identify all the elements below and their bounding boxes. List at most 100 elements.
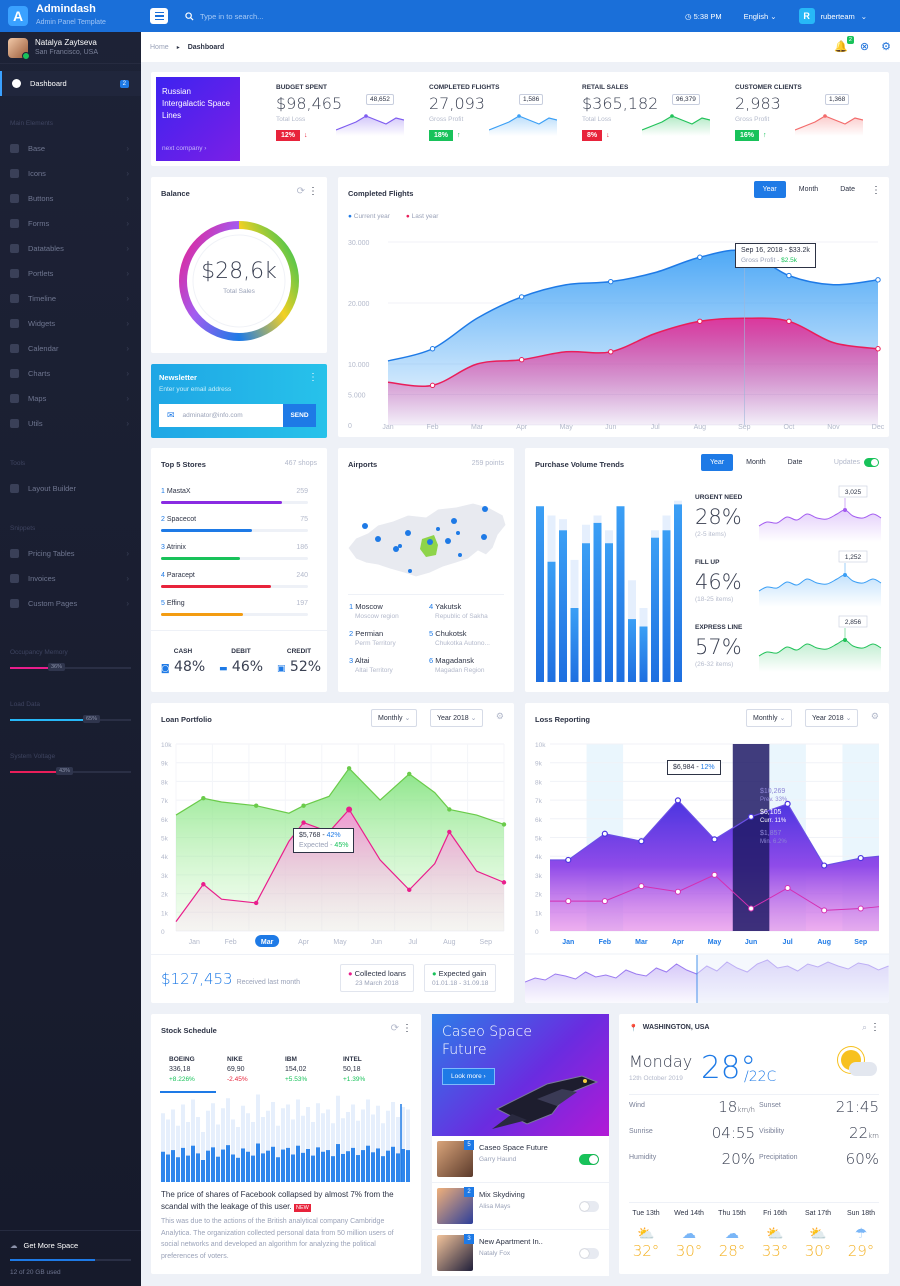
kpi-spark-label: 1,586 [519, 94, 544, 105]
sidebar-item-pricing-tables[interactable]: Pricing Tables › [0, 541, 141, 566]
sidebar-item-icons[interactable]: Icons › [0, 161, 141, 186]
sidebar-item-timeline[interactable]: Timeline › [0, 286, 141, 311]
forecast-day[interactable]: Sat 17th ⛅ 30° [800, 1210, 836, 1260]
sidebar-item-invoices[interactable]: Invoices › [0, 566, 141, 591]
app-logo[interactable]: A [8, 6, 28, 26]
store-row[interactable]: 2 Spacecot 75 [161, 516, 308, 532]
settings-icon[interactable]: ⚙ [881, 41, 891, 53]
promo-top[interactable]: Russian Intergalactic Space Lines next c… [156, 77, 240, 161]
tab-date[interactable]: Date [787, 459, 803, 466]
updates-toggle[interactable]: Updates [834, 458, 879, 467]
notifications-button[interactable]: 🔔 2 [834, 36, 854, 53]
stock-bar-bg [341, 1118, 345, 1182]
forecast-day[interactable]: Tue 13th ⛅ 32° [628, 1210, 664, 1260]
refresh-icon[interactable]: ⟳ [296, 186, 305, 197]
sidebar-item-charts[interactable]: Charts › [0, 361, 141, 386]
stock-item[interactable]: IBM 154,02 +5.53% [285, 1056, 307, 1083]
loss-year-select[interactable]: Year 2018 [805, 709, 859, 727]
support-icon[interactable]: ⊗ [859, 41, 870, 53]
settings-icon[interactable]: ⚙ [495, 711, 504, 721]
stock-item[interactable]: INTEL 50,18 +1.39% [343, 1056, 365, 1083]
sidebar-item-maps[interactable]: Maps › [0, 386, 141, 411]
loan-year-select[interactable]: Year 2018 [430, 709, 484, 727]
search-input[interactable]: Type in to search... [200, 11, 264, 21]
refresh-icon[interactable]: ⟳ [390, 1023, 399, 1034]
item-toggle[interactable] [579, 1154, 599, 1165]
stock-change: +5.53% [285, 1076, 308, 1083]
sidebar-item-widgets[interactable]: Widgets › [0, 311, 141, 336]
stock-item[interactable]: BOEING 336,18 +8.226% [169, 1056, 195, 1083]
tab-month[interactable]: Month [798, 186, 819, 193]
breadcrumb-home[interactable]: Home [150, 43, 169, 51]
email-field[interactable]: adminator@info.com [182, 412, 243, 419]
sidebar-item-datatables[interactable]: Datatables › [0, 236, 141, 261]
store-row[interactable]: 5 Effing 197 [161, 600, 308, 616]
forecast-day[interactable]: Sun 18th ☂ 29° [843, 1210, 879, 1260]
sidebar-item-buttons[interactable]: Buttons › [0, 186, 141, 211]
airport-item[interactable]: 4 Yakutsk Republic of Sakha [429, 602, 488, 620]
space-panel[interactable]: ☁ Get More Space 12 of 20 GB used [0, 1230, 141, 1286]
airport-item[interactable]: 3 Altai Altai Territory [349, 656, 393, 674]
promo-list-item[interactable]: 2 Mix Skydiving Alisa Mays [432, 1183, 609, 1230]
stock-item[interactable]: NIKE 69,90 -2.45% [227, 1056, 248, 1083]
y-tick-label: 7k [535, 798, 543, 805]
sidebar-item-layout-builder[interactable]: Layout Builder [0, 476, 141, 501]
promo-list-item[interactable]: 3 New Apartment In.. Nataly Fox [432, 1230, 609, 1277]
data-point [608, 278, 614, 285]
menu-toggle-button[interactable] [150, 8, 168, 24]
language-select[interactable]: English ⌄ [743, 11, 777, 21]
more-icon[interactable]: ⋮ [308, 372, 318, 383]
settings-icon[interactable]: ⚙ [870, 711, 879, 721]
sidebar-item-dashboard[interactable]: Dashboard 2 [0, 71, 141, 96]
sidebar-item-calendar[interactable]: Calendar › [0, 336, 141, 361]
stock-bar [391, 1146, 395, 1182]
kpi-value: 2,983 [735, 94, 781, 113]
more-icon[interactable]: ⋮ [870, 1022, 880, 1033]
sidebar-item-base[interactable]: Base › [0, 136, 141, 161]
tab-month[interactable]: Month [746, 459, 766, 466]
loss-period-select[interactable]: Monthly [746, 709, 793, 727]
promo-top-link[interactable]: next company › [162, 145, 207, 152]
search-bar[interactable]: Type in to search... [185, 12, 685, 21]
sidebar-item-forms[interactable]: Forms › [0, 211, 141, 236]
airport-item[interactable]: 2 Permian Perm Territory [349, 629, 396, 647]
tab-year[interactable]: Year [753, 181, 786, 198]
sidebar-item-custom-pages[interactable]: Custom Pages › [0, 591, 141, 616]
arrow-up-icon: ↑ [763, 132, 767, 139]
loan-period-select[interactable]: Monthly [371, 709, 418, 727]
forecast-day[interactable]: Wed 14th ☁ 30° [671, 1210, 707, 1260]
forecast-day[interactable]: Fri 16th ⛅ 33° [757, 1210, 793, 1260]
airport-item[interactable]: 1 Moscow Moscow region [349, 602, 399, 620]
more-icon[interactable]: ⋮ [308, 186, 318, 197]
loan-legend-item[interactable]: ● Expected gain 01.01.18 - 31.09.18 [424, 964, 497, 992]
promo-list-item[interactable]: 5 Caseo Space Future Garry Haund [432, 1136, 609, 1183]
send-button[interactable]: SEND [283, 404, 316, 427]
look-more-button[interactable]: Look more › [442, 1068, 495, 1085]
stock-bar-bg [346, 1112, 350, 1182]
chart-icon [10, 369, 19, 378]
airport-item[interactable]: 6 Magadansk Magadan Region [429, 656, 485, 674]
forecast-day[interactable]: Thu 15th ☁ 28° [714, 1210, 750, 1260]
sidebar-item-portlets[interactable]: Portlets › [0, 261, 141, 286]
airport-item[interactable]: 5 Chukotsk Chukotka Autono... [429, 629, 490, 647]
store-row[interactable]: 1 MastaX 259 [161, 488, 308, 504]
more-icon[interactable]: ⋮ [871, 185, 881, 196]
data-point [518, 357, 525, 363]
kpi-percent: 16% [735, 130, 760, 141]
sidebar-item-utils[interactable]: Utils › [0, 411, 141, 436]
store-row[interactable]: 4 Paracept 240 [161, 572, 308, 588]
tab-year[interactable]: Year [701, 454, 734, 471]
stock-bar-bg [231, 1119, 235, 1182]
tab-date[interactable]: Date [840, 186, 855, 193]
search-icon [185, 11, 194, 21]
data-point [747, 813, 755, 820]
store-row[interactable]: 3 Atrinix 186 [161, 544, 308, 560]
item-toggle[interactable] [579, 1201, 599, 1212]
search-icon[interactable]: ⌕ [861, 1022, 867, 1032]
user-profile[interactable]: Natalya Zaytseva San Francisco, USA [0, 32, 141, 64]
item-toggle[interactable] [579, 1248, 599, 1259]
more-icon[interactable]: ⋮ [402, 1023, 412, 1034]
loan-legend-item[interactable]: ● Collected loans 23 March 2018 [340, 964, 414, 992]
y-tick-label: 10k [535, 742, 546, 749]
